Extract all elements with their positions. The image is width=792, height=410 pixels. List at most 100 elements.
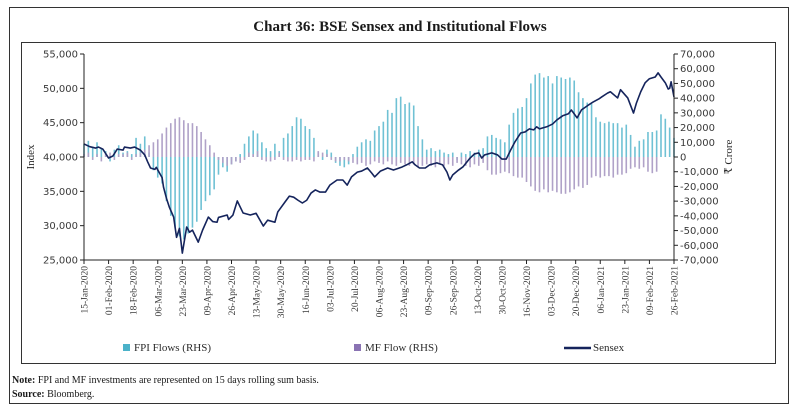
- mf-bar: [499, 157, 502, 174]
- x-tick-label: 13-May-2020: [253, 266, 263, 318]
- x-tick-label: 03-Jul-2020: [326, 266, 336, 312]
- x-ticks: 15-Jan-2020 01-Feb-2020 18-Feb-2020 06-Mar-…: [81, 260, 681, 318]
- x-tick-label: 09-Sep-2020: [425, 266, 435, 315]
- fpi-bar: [313, 137, 315, 157]
- fpi-bar: [287, 133, 289, 157]
- mf-bar: [655, 157, 658, 172]
- mf-bar: [534, 157, 536, 191]
- mf-bar: [239, 157, 241, 163]
- left-tick-label: 55,000: [43, 50, 78, 61]
- mf-bar: [165, 127, 168, 157]
- x-tick-label: 20-Jul-2020: [351, 266, 361, 312]
- mf-bar: [378, 157, 380, 163]
- mf-bar: [621, 157, 623, 175]
- mf-bar: [451, 157, 454, 166]
- fpi-bar: [191, 157, 194, 228]
- mf-bar: [143, 149, 146, 157]
- mf-bar: [447, 157, 450, 165]
- fpi-bar: [178, 157, 181, 237]
- fpi-bar: [638, 140, 641, 157]
- x-tick-label: 01-Feb-2020: [105, 266, 115, 315]
- fpi-bar: [564, 79, 567, 157]
- right-tick-label: 60,000: [680, 64, 715, 75]
- fpi-bar: [291, 126, 294, 157]
- fpi-bar: [421, 139, 424, 157]
- right-tick-label: -70,000: [680, 256, 719, 267]
- fpi-bar: [664, 118, 667, 157]
- fpi-bar: [109, 157, 111, 162]
- x-tick-label: 06-Aug-2020: [376, 266, 386, 317]
- fpi-bar: [525, 98, 528, 157]
- fpi-bar: [508, 124, 510, 157]
- fpi-bar: [395, 98, 398, 157]
- mf-bar: [395, 157, 398, 166]
- source-label: Source:: [12, 389, 45, 400]
- fpi-bar: [265, 148, 268, 157]
- fpi-bar: [269, 151, 272, 157]
- mf-bar: [603, 157, 606, 177]
- fpi-bar: [469, 151, 471, 157]
- fpi-bar: [543, 77, 545, 157]
- footer-source: Source: Bloomberg.: [12, 389, 94, 400]
- legend-fpi-label: FPI Flows (RHS): [134, 342, 211, 354]
- mf-bar: [473, 157, 476, 165]
- mf-bar: [152, 142, 155, 157]
- fpi-bar: [274, 143, 276, 157]
- mf-bar: [343, 157, 346, 160]
- fpi-bar: [595, 117, 597, 157]
- mf-bar: [504, 157, 506, 172]
- fpi-bar: [612, 123, 615, 157]
- fpi-bar: [373, 130, 376, 157]
- mf-bar: [356, 157, 359, 165]
- source-text: Bloomberg.: [47, 389, 94, 400]
- fpi-bar: [434, 151, 437, 157]
- mf-bar: [408, 157, 411, 166]
- fpi-bar: [634, 146, 636, 157]
- note-text: FPI and MF investments are represented o…: [38, 375, 319, 386]
- chart-title: Chart 36: BSE Sensex and Institutional F…: [253, 19, 547, 35]
- left-tick-label: 25,000: [43, 256, 78, 267]
- mf-bar: [261, 157, 263, 160]
- mf-bar: [191, 123, 194, 157]
- fpi-bar: [339, 157, 341, 166]
- fpi-bar: [295, 117, 298, 157]
- mf-bar: [486, 157, 489, 171]
- fpi-bar: [369, 140, 372, 157]
- right-tick-label: -40,000: [680, 211, 719, 222]
- mf-bar: [638, 157, 641, 169]
- mf-bar: [642, 157, 645, 168]
- mf-bar: [399, 157, 402, 163]
- fpi-bar: [365, 139, 367, 157]
- mf-bar: [339, 157, 341, 162]
- mf-bar: [599, 157, 602, 178]
- fpi-bar: [425, 149, 428, 157]
- fpi-bar: [117, 145, 120, 157]
- fpi-bar: [161, 157, 163, 184]
- mf-bar: [96, 154, 98, 157]
- mf-bar: [543, 157, 545, 190]
- fpi-bar: [573, 80, 576, 157]
- mf-bar: [477, 157, 480, 166]
- fpi-bar: [165, 157, 168, 202]
- mf-bar: [321, 152, 324, 157]
- fpi-bar: [599, 121, 602, 157]
- fpi-bar: [169, 157, 172, 216]
- fpi-bar: [577, 92, 580, 157]
- legend-sensex-label: Sensex: [593, 342, 625, 354]
- mf-bar: [347, 157, 350, 162]
- mf-bar: [538, 157, 541, 193]
- fpi-bar: [152, 157, 155, 171]
- left-tick-label: 35,000: [43, 187, 78, 198]
- fpi-bar: [330, 152, 333, 157]
- x-tick-label: 03-Dec-2020: [548, 266, 558, 316]
- mf-bar: [274, 157, 276, 160]
- fpi-bar: [304, 126, 307, 157]
- right-tick-label: 10,000: [680, 138, 715, 149]
- mf-bar: [443, 157, 445, 166]
- fpi-bar: [386, 109, 389, 157]
- legend-mf-swatch: [354, 344, 361, 351]
- fpi-bar: [174, 157, 176, 228]
- mf-bar: [525, 157, 528, 183]
- fpi-bar: [404, 104, 406, 157]
- fpi-bar: [182, 157, 185, 240]
